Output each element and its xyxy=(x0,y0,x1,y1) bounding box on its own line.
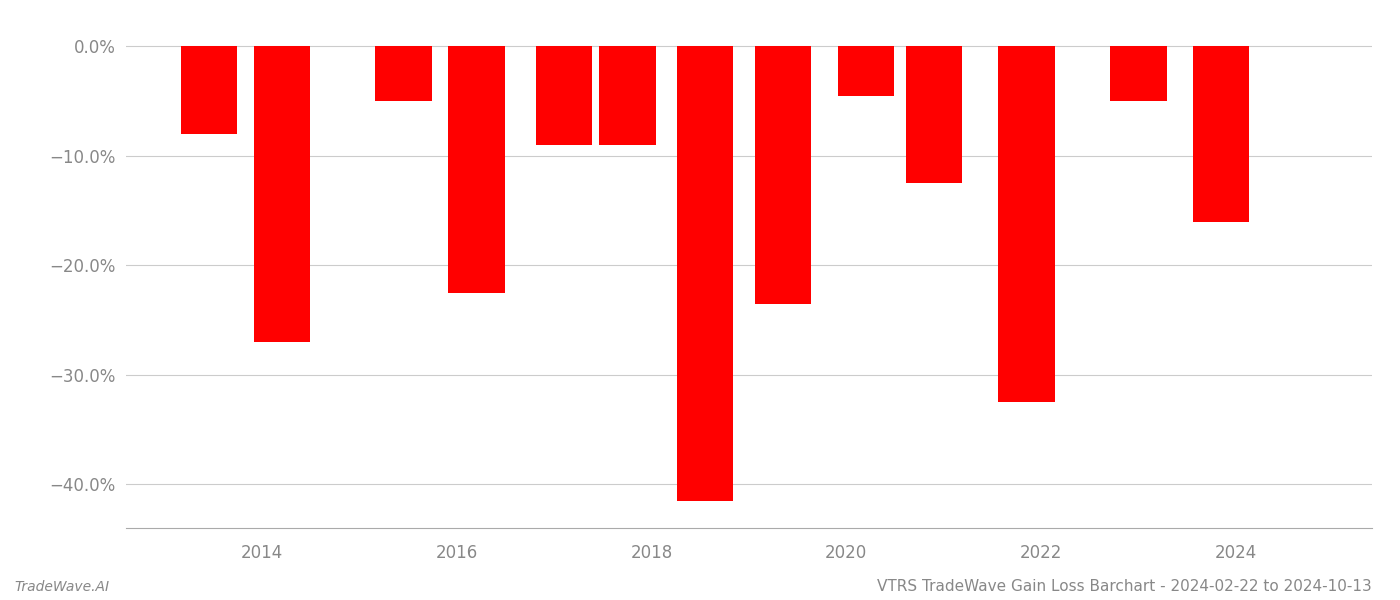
Text: TradeWave.AI: TradeWave.AI xyxy=(14,580,109,594)
Bar xyxy=(375,46,431,101)
Bar xyxy=(678,46,734,500)
Bar xyxy=(906,46,962,183)
Bar xyxy=(1193,46,1249,221)
Bar xyxy=(448,46,504,293)
Text: VTRS TradeWave Gain Loss Barchart - 2024-02-22 to 2024-10-13: VTRS TradeWave Gain Loss Barchart - 2024… xyxy=(878,579,1372,594)
Bar xyxy=(1110,46,1166,101)
Bar xyxy=(181,46,237,134)
Bar xyxy=(998,46,1054,402)
Bar xyxy=(755,46,812,304)
Bar xyxy=(253,46,309,342)
Bar xyxy=(536,46,592,145)
Bar xyxy=(599,46,655,145)
Bar xyxy=(837,46,895,95)
